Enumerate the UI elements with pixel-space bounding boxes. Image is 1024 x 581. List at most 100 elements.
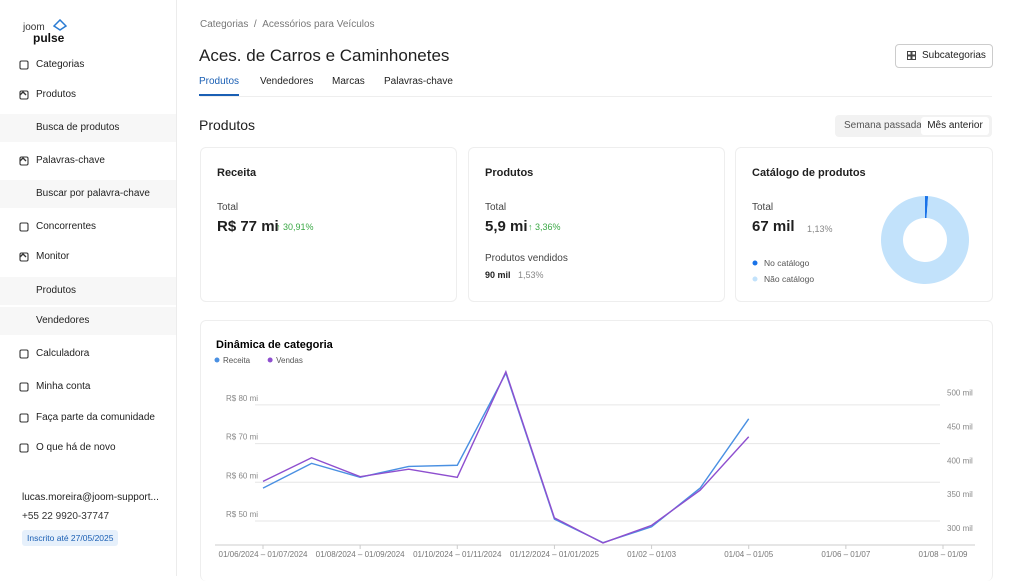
y-tick-label: R$ 70 mi bbox=[226, 433, 258, 442]
tab-active[interactable]: Produtos bbox=[199, 76, 240, 96]
period-option-active[interactable]: Mês anterior bbox=[921, 117, 989, 135]
breadcrumb-link[interactable]: Acessórios para Veículos bbox=[262, 19, 375, 30]
y2-tick-label: 350 mil bbox=[947, 490, 973, 499]
series-line bbox=[262, 369, 750, 544]
icon bbox=[19, 222, 29, 232]
menu-item[interactable]: Vendedores bbox=[0, 307, 176, 335]
tab[interactable]: Marcas bbox=[332, 76, 365, 87]
user-phone: +55 22 9920-37747 bbox=[22, 511, 110, 522]
y2-tick-label: 500 mil bbox=[947, 389, 973, 398]
card-value: R$ 77 mi bbox=[217, 218, 279, 235]
menu-label: Categorias bbox=[36, 59, 85, 70]
card-subchange: 1,53% bbox=[518, 270, 544, 280]
icon bbox=[19, 349, 29, 359]
icon bbox=[19, 443, 29, 453]
icon bbox=[19, 60, 29, 70]
legend-label: No catálogo bbox=[764, 258, 810, 268]
y-tick-label: R$ 50 mi bbox=[226, 510, 258, 519]
logo-top: joom bbox=[23, 22, 45, 33]
y2-tick-label: 450 mil bbox=[947, 423, 973, 432]
menu-item[interactable]: Categorias bbox=[0, 51, 176, 79]
menu-item[interactable]: Produtos bbox=[0, 277, 176, 305]
menu-label: Monitor bbox=[36, 251, 70, 262]
x-tick-label: 01/08/2024 – 01/09/2024 bbox=[316, 550, 406, 559]
card-change: ↑ 30,91% bbox=[276, 222, 314, 232]
logo-bottom: pulse bbox=[33, 31, 65, 45]
menu-label: Vendedores bbox=[36, 315, 90, 326]
subscription-badge: Inscrito até 27/05/2025 bbox=[22, 530, 119, 546]
menu-label: Palavras-chave bbox=[36, 155, 105, 166]
legend-marker bbox=[267, 357, 273, 363]
y2-tick-label: 400 mil bbox=[947, 456, 973, 465]
chart-card bbox=[200, 320, 993, 581]
legend-label: Não catálogo bbox=[764, 274, 814, 284]
button-label: Subcategorias bbox=[922, 50, 986, 61]
card-label: Total bbox=[217, 202, 239, 213]
legend-label: Receita bbox=[223, 356, 251, 365]
menu-label: Busca de produtos bbox=[36, 122, 120, 133]
x-tick-label: 01/08 – 01/09 bbox=[919, 550, 968, 559]
legend-marker bbox=[752, 260, 758, 266]
subcategories-button[interactable]: Subcategorias bbox=[895, 44, 993, 68]
legend-marker bbox=[752, 276, 758, 282]
products-card: Produtos Total 5,9 mi ↑ 3,36% Produtos v… bbox=[468, 147, 725, 302]
y-tick-label: R$ 60 mi bbox=[226, 471, 258, 480]
tab[interactable]: Palavras-chave bbox=[384, 76, 453, 87]
menu-label: Produtos bbox=[36, 285, 77, 296]
menu-label: Minha conta bbox=[36, 381, 91, 392]
caret bbox=[19, 157, 27, 162]
breadcrumb-sep: / bbox=[253, 19, 257, 30]
page-title: Aces. de Carros e Caminhonetes bbox=[199, 46, 450, 65]
menu-label: Buscar por palavra-chave bbox=[36, 188, 150, 199]
x-tick-label: 01/04 – 01/05 bbox=[724, 550, 773, 559]
menu-item[interactable]: Produtos bbox=[0, 81, 176, 109]
menu-item[interactable]: Monitor bbox=[0, 243, 176, 271]
tab[interactable]: Vendedores bbox=[260, 76, 314, 87]
card-label: Total bbox=[752, 202, 774, 213]
change-value: 30,91% bbox=[283, 222, 314, 232]
menu-item[interactable]: Faça parte da comunidade bbox=[0, 404, 176, 432]
tabs-divider bbox=[200, 96, 992, 97]
user-email: lucas.moreira@joom-support... bbox=[22, 492, 159, 503]
menu-item[interactable]: Calculadora bbox=[0, 340, 176, 368]
y-tick-label: R$ 80 mi bbox=[226, 394, 258, 403]
menu-label: Calculadora bbox=[36, 348, 90, 359]
menu-label: O que há de novo bbox=[36, 442, 116, 453]
caret bbox=[19, 253, 27, 258]
period-toggle: Semana passada Mês anterior bbox=[835, 115, 992, 137]
sidebar: joom pulse Categorias Produtos Busca de pr… bbox=[0, 0, 177, 576]
card-share: 1,13% bbox=[807, 224, 833, 234]
pie-slice bbox=[880, 196, 969, 284]
x-tick-label: 01/06 – 01/07 bbox=[821, 550, 870, 559]
icon bbox=[19, 413, 29, 423]
series-line bbox=[262, 371, 750, 544]
change-value: 3,36% bbox=[535, 222, 561, 232]
card-value: 5,9 mi bbox=[485, 218, 528, 235]
section-title: Produtos bbox=[199, 117, 256, 133]
x-tick-label: 01/06/2024 – 01/07/2024 bbox=[219, 550, 309, 559]
card-change: ↑ 3,36% bbox=[528, 222, 561, 232]
menu-item[interactable]: Minha conta bbox=[0, 373, 176, 401]
icon bbox=[907, 51, 916, 60]
card-title: Catálogo de produtos bbox=[752, 167, 866, 179]
menu-label: Faça parte da comunidade bbox=[36, 412, 155, 423]
card-subvalue: 90 mil bbox=[485, 270, 511, 280]
revenue-card: Receita Total R$ 77 mi ↑ 30,91% bbox=[200, 147, 457, 302]
breadcrumb: Categorias / Acessórios para Veículos bbox=[200, 19, 375, 30]
menu-item[interactable]: Busca de produtos bbox=[0, 114, 176, 142]
menu-item[interactable]: Buscar por palavra-chave bbox=[0, 180, 176, 208]
breadcrumb-link[interactable]: Categorias bbox=[200, 19, 249, 30]
x-tick-label: 01/12/2024 – 01/01/2025 bbox=[510, 550, 600, 559]
menu-label: Produtos bbox=[36, 89, 77, 100]
period-option[interactable]: Semana passada bbox=[844, 120, 922, 131]
chart-title: Dinâmica de categoria bbox=[216, 339, 334, 351]
menu-item[interactable]: Palavras-chave bbox=[0, 147, 176, 175]
card-value: 67 mil bbox=[752, 218, 795, 235]
legend-marker bbox=[214, 357, 220, 363]
pie-slice bbox=[925, 196, 929, 219]
menu-item[interactable]: O que há de novo bbox=[0, 434, 176, 462]
menu-item[interactable]: Concorrentes bbox=[0, 213, 176, 241]
